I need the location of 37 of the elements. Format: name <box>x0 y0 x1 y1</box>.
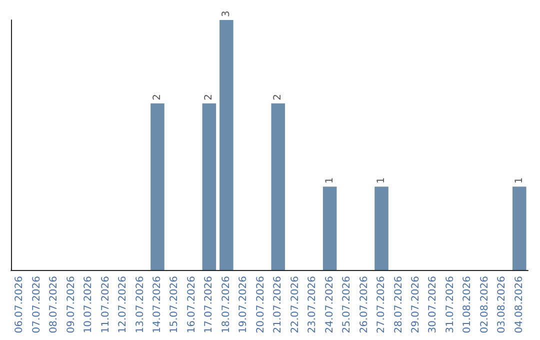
x-tick-label: 29.07.2026 <box>410 276 422 334</box>
x-tick-label: 30.07.2026 <box>428 276 439 334</box>
x-tick-label: 16.07.2026 <box>186 276 198 334</box>
x-tick-label: 26.07.2026 <box>358 276 370 334</box>
data-label: 2 <box>204 94 215 100</box>
x-tick-label: 27.07.2026 <box>376 276 388 334</box>
x-tick-label: 09.07.2026 <box>66 276 77 334</box>
x-tick-label: 14.07.2026 <box>152 276 163 334</box>
data-label: 1 <box>324 177 336 184</box>
data-label: 1 <box>514 177 525 184</box>
x-tick-label: 22.07.2026 <box>290 276 301 334</box>
x-tick-label: 21.07.2026 <box>272 276 284 334</box>
x-tick-label: 07.07.2026 <box>31 276 42 334</box>
x-tick-label: 28.07.2026 <box>393 276 404 334</box>
x-tick-label: 02.08.2026 <box>479 276 490 334</box>
x-tick-label: 23.07.2026 <box>307 276 318 334</box>
x-tick-label: 03.08.2026 <box>496 276 508 334</box>
x-tick-label: 24.07.2026 <box>324 276 336 334</box>
x-tick-label: 19.07.2026 <box>238 276 250 334</box>
x-tick-label: 31.07.2026 <box>444 276 456 334</box>
x-tick-label: 12.07.2026 <box>118 276 129 334</box>
x-tick-label: 20.07.2026 <box>255 276 266 334</box>
data-label: 1 <box>376 177 388 184</box>
data-label: 3 <box>220 10 232 17</box>
x-tick-label: 08.07.2026 <box>48 276 60 334</box>
x-tick-label: 13.07.2026 <box>134 276 146 334</box>
x-tick-label: 04.08.2026 <box>514 276 525 334</box>
x-tick-label: 25.07.2026 <box>342 276 353 334</box>
x-tick-label: 15.07.2026 <box>169 276 180 334</box>
data-label: 2 <box>272 94 284 100</box>
x-tick-label: 06.07.2026 <box>14 276 26 334</box>
x-tick-label: 17.07.2026 <box>204 276 215 334</box>
x-tick-label: 11.07.2026 <box>100 276 112 334</box>
x-tick-label: 01.08.2026 <box>462 276 474 334</box>
x-tick-label: 10.07.2026 <box>83 276 94 334</box>
data-label: 2 <box>152 94 163 100</box>
x-tick-label: 18.07.2026 <box>220 276 232 334</box>
